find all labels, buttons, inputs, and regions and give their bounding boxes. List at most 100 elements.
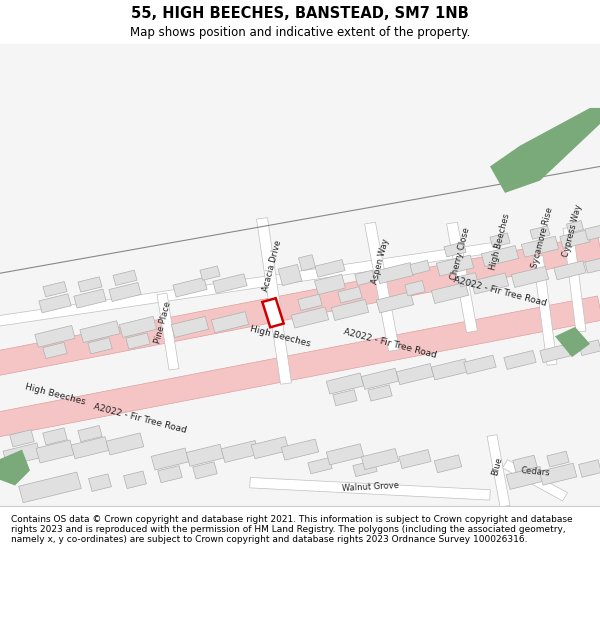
- Polygon shape: [326, 444, 364, 465]
- Polygon shape: [298, 294, 322, 311]
- Polygon shape: [502, 460, 568, 501]
- Polygon shape: [211, 312, 248, 332]
- Polygon shape: [555, 327, 590, 357]
- Polygon shape: [0, 234, 600, 377]
- Polygon shape: [124, 471, 146, 489]
- Text: Map shows position and indicative extent of the property.: Map shows position and indicative extent…: [130, 26, 470, 39]
- Polygon shape: [113, 270, 137, 286]
- Polygon shape: [365, 222, 400, 351]
- Text: A2022 - Fir Tree Road: A2022 - Fir Tree Road: [452, 276, 547, 308]
- Polygon shape: [585, 225, 600, 240]
- Polygon shape: [547, 451, 569, 467]
- Polygon shape: [278, 264, 302, 286]
- Polygon shape: [521, 236, 559, 258]
- Text: Acacia Drive: Acacia Drive: [261, 239, 283, 292]
- Polygon shape: [434, 455, 462, 472]
- Polygon shape: [315, 259, 345, 277]
- Polygon shape: [533, 256, 557, 365]
- Polygon shape: [554, 261, 586, 280]
- Polygon shape: [530, 226, 550, 239]
- Polygon shape: [331, 299, 368, 321]
- Polygon shape: [405, 281, 425, 296]
- Polygon shape: [563, 228, 586, 332]
- Text: High Beeches: High Beeches: [488, 213, 512, 271]
- Polygon shape: [71, 437, 109, 459]
- Polygon shape: [397, 364, 434, 384]
- Polygon shape: [151, 448, 189, 470]
- Polygon shape: [464, 355, 496, 374]
- Polygon shape: [353, 461, 377, 477]
- Polygon shape: [436, 255, 473, 276]
- Polygon shape: [257, 217, 292, 384]
- Text: Blue: Blue: [490, 456, 504, 477]
- Polygon shape: [0, 449, 30, 486]
- Polygon shape: [292, 307, 329, 328]
- Polygon shape: [560, 230, 590, 248]
- Polygon shape: [490, 233, 510, 248]
- Polygon shape: [539, 463, 577, 485]
- Polygon shape: [504, 351, 536, 369]
- Polygon shape: [43, 428, 67, 445]
- Text: Cypress Way: Cypress Way: [561, 203, 583, 258]
- Polygon shape: [43, 342, 67, 359]
- Polygon shape: [579, 340, 600, 356]
- Text: High Beeches: High Beeches: [24, 382, 86, 407]
- Polygon shape: [193, 462, 217, 479]
- Polygon shape: [157, 293, 179, 370]
- Text: Pine Place: Pine Place: [153, 300, 173, 344]
- Polygon shape: [585, 258, 600, 273]
- Text: Cedars: Cedars: [520, 466, 550, 477]
- Polygon shape: [172, 316, 209, 338]
- Polygon shape: [410, 260, 430, 274]
- Text: Contains OS data © Crown copyright and database right 2021. This information is : Contains OS data © Crown copyright and d…: [11, 514, 572, 544]
- Polygon shape: [35, 326, 75, 348]
- Polygon shape: [444, 242, 466, 257]
- Polygon shape: [119, 316, 157, 338]
- Polygon shape: [221, 441, 259, 462]
- Polygon shape: [333, 389, 357, 406]
- Polygon shape: [106, 433, 144, 455]
- Text: 55, HIGH BEECHES, BANSTEAD, SM7 1NB: 55, HIGH BEECHES, BANSTEAD, SM7 1NB: [131, 6, 469, 21]
- Polygon shape: [39, 294, 71, 312]
- Polygon shape: [490, 108, 600, 193]
- Text: Cherry Close: Cherry Close: [449, 226, 471, 281]
- Polygon shape: [200, 266, 220, 280]
- Text: Walnut Grove: Walnut Grove: [341, 481, 399, 493]
- Polygon shape: [431, 282, 469, 304]
- Polygon shape: [262, 298, 284, 328]
- Text: A2022 - Fir Tree Road: A2022 - Fir Tree Road: [92, 402, 187, 435]
- Polygon shape: [186, 444, 224, 466]
- Text: A2022 - Fir Tree Road: A2022 - Fir Tree Road: [343, 328, 437, 360]
- Polygon shape: [10, 430, 34, 447]
- Polygon shape: [355, 270, 375, 286]
- Polygon shape: [250, 478, 490, 500]
- Polygon shape: [487, 434, 510, 507]
- Polygon shape: [3, 443, 41, 466]
- Polygon shape: [251, 437, 289, 459]
- Polygon shape: [472, 273, 509, 294]
- Text: Sycamore Rise: Sycamore Rise: [530, 206, 554, 269]
- Polygon shape: [458, 272, 478, 287]
- Polygon shape: [399, 449, 431, 469]
- Polygon shape: [281, 439, 319, 460]
- Polygon shape: [326, 373, 364, 394]
- Text: Aspen Way: Aspen Way: [370, 237, 390, 284]
- Polygon shape: [0, 296, 600, 438]
- Polygon shape: [431, 359, 469, 380]
- Polygon shape: [338, 287, 362, 303]
- Polygon shape: [481, 246, 518, 267]
- Polygon shape: [0, 241, 501, 328]
- Polygon shape: [376, 262, 413, 284]
- Polygon shape: [511, 266, 548, 288]
- Polygon shape: [314, 274, 346, 294]
- Polygon shape: [43, 281, 67, 297]
- Polygon shape: [506, 466, 544, 489]
- Polygon shape: [308, 458, 332, 474]
- Polygon shape: [446, 222, 478, 332]
- Polygon shape: [540, 344, 570, 362]
- Polygon shape: [213, 274, 247, 293]
- Polygon shape: [298, 254, 316, 271]
- Polygon shape: [368, 385, 392, 401]
- Polygon shape: [78, 277, 102, 292]
- Polygon shape: [80, 321, 120, 342]
